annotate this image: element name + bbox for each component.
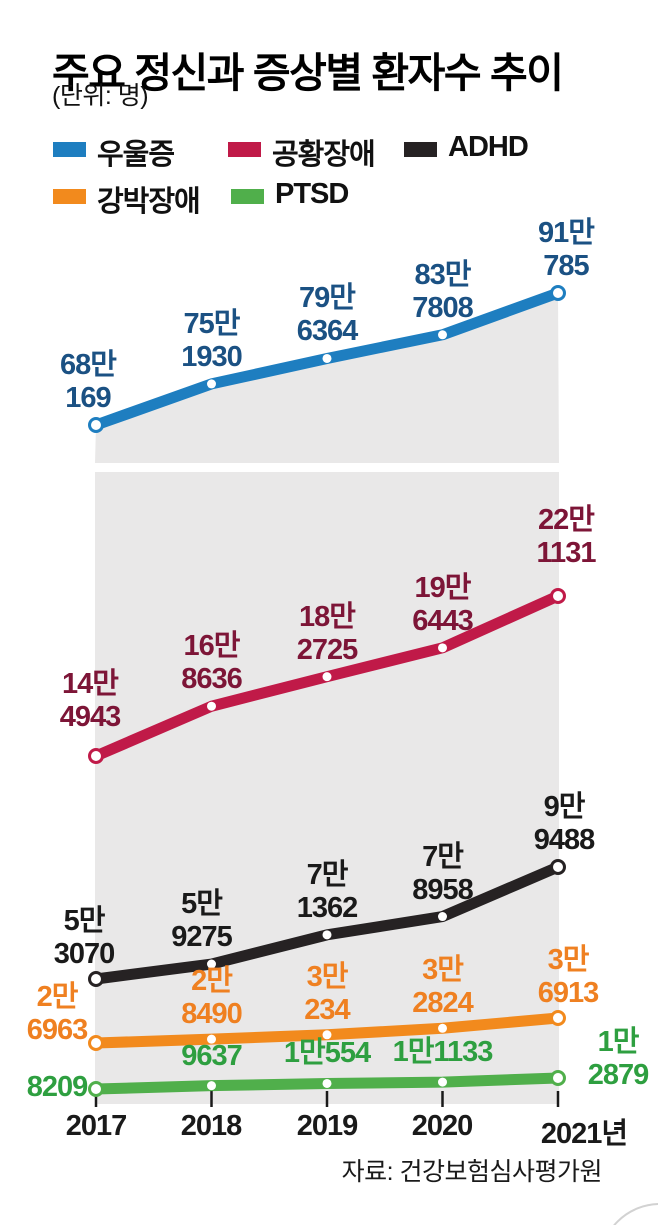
point-공황장애-2017 xyxy=(88,748,104,764)
legend-swatch-depression xyxy=(53,142,86,157)
point-우울증-2018 xyxy=(207,379,216,389)
point-강박장애-2020 xyxy=(438,1023,447,1033)
point-공황장애-2020 xyxy=(438,643,447,653)
x-axis-label-2017: 2017 xyxy=(65,1110,128,1142)
point-ADHD-2019 xyxy=(322,930,332,940)
point-강박장애-2019 xyxy=(322,1030,332,1040)
legend-swatch-ptsd xyxy=(231,189,264,204)
point-PTSD-2021년 xyxy=(550,1070,566,1086)
legend-label-depression: 우울증 xyxy=(97,139,175,171)
point-ADHD-2021년 xyxy=(550,859,566,875)
x-axis-label-2019: 2019 xyxy=(296,1110,359,1142)
point-ADHD-2020 xyxy=(438,912,447,922)
point-우울증-2019 xyxy=(322,353,332,363)
x-axis-label-2021: 2021년 xyxy=(540,1118,628,1150)
band-lower-series xyxy=(95,472,559,1104)
legend-swatch-adhd xyxy=(404,142,437,157)
point-강박장애-2021년 xyxy=(550,1010,566,1026)
point-우울증-2021년 xyxy=(550,285,566,301)
x-axis-label-2020: 2020 xyxy=(411,1110,474,1142)
point-공황장애-2019 xyxy=(322,672,332,682)
point-우울증-2020 xyxy=(438,330,447,340)
point-우울증-2017 xyxy=(88,417,104,433)
point-PTSD-2018 xyxy=(207,1081,216,1091)
point-강박장애-2017 xyxy=(88,1035,104,1051)
point-PTSD-2017 xyxy=(88,1081,104,1097)
legend: 우울증 공황장애 ADHD 강박장애 PTSD xyxy=(0,0,658,230)
legend-label-panic-disorder: 공황장애 xyxy=(272,139,376,171)
source-credit: 자료: 건강보험심사평가원 xyxy=(341,1158,603,1186)
x-axis-label-2018: 2018 xyxy=(180,1110,243,1142)
page-title: 주요 정신과 증상별 환자수 추이 xyxy=(52,50,564,97)
point-PTSD-2020 xyxy=(438,1077,447,1087)
watermark-circle xyxy=(613,1203,658,1225)
legend-label-ocd: 강박장애 xyxy=(97,186,201,218)
point-ADHD-2018 xyxy=(207,959,216,969)
legend-label-ptsd: PTSD xyxy=(275,178,349,210)
point-공황장애-2018 xyxy=(207,701,216,711)
point-강박장애-2018 xyxy=(207,1034,216,1044)
legend-swatch-panic-disorder xyxy=(228,142,261,157)
point-PTSD-2019 xyxy=(322,1078,332,1088)
point-공황장애-2021년 xyxy=(550,588,566,604)
legend-label-adhd: ADHD xyxy=(448,131,529,163)
unit-note: (단위: 명) xyxy=(52,82,149,110)
legend-swatch-ocd xyxy=(53,189,86,204)
point-ADHD-2017 xyxy=(88,971,104,987)
